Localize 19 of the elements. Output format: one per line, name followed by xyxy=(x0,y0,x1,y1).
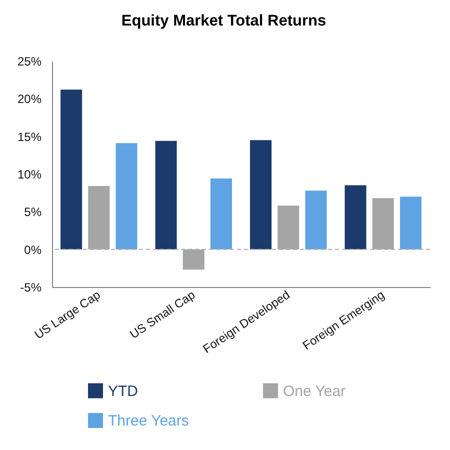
legend-label: Three Years xyxy=(108,412,189,430)
y-tick-label: 15% xyxy=(17,130,42,144)
bar xyxy=(305,190,327,250)
bar xyxy=(116,143,138,250)
y-tick-label: -5% xyxy=(20,280,42,294)
y-tick-label: 5% xyxy=(24,205,42,220)
y-tick-label: 10% xyxy=(17,168,42,182)
bar xyxy=(400,196,422,250)
chart-title: Equity Market Total Returns xyxy=(121,12,326,30)
bar xyxy=(60,90,82,250)
bar xyxy=(210,178,232,250)
legend-label: One Year xyxy=(283,382,346,400)
bar xyxy=(155,140,177,250)
y-tick-label: 20% xyxy=(17,92,42,106)
bar xyxy=(250,140,272,250)
legend-label: YTD xyxy=(108,382,138,400)
bar xyxy=(344,185,366,250)
y-tick-label: 25% xyxy=(17,54,42,68)
y-tick-label: 0% xyxy=(24,242,42,257)
